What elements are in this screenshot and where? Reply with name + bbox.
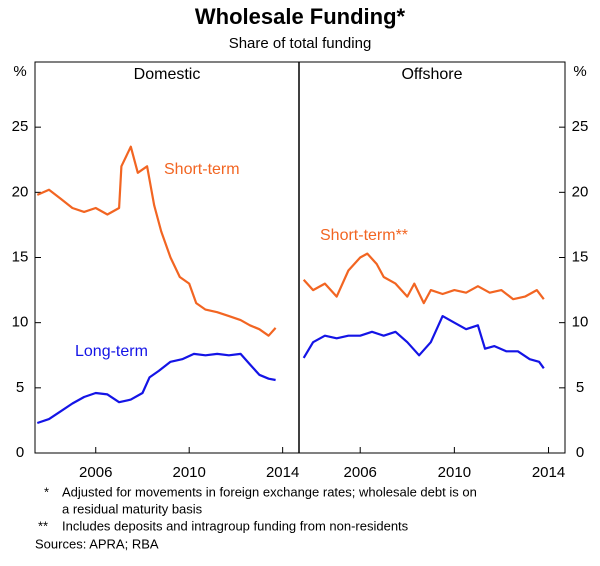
footnote-text: a residual maturity basis	[62, 501, 203, 516]
y-tick-label: 0	[576, 444, 584, 461]
y-tick-label: 20	[572, 183, 589, 200]
series-label: Long-term	[75, 343, 148, 360]
panel-title: Domestic	[134, 66, 201, 83]
series-label: Short-term**	[320, 227, 408, 244]
plot-frame	[34, 61, 566, 454]
chart-subtitle: Share of total funding	[229, 35, 372, 52]
series-line	[36, 352, 276, 425]
y-tick-label: 5	[16, 379, 24, 396]
y-tick-label: 20	[12, 183, 29, 200]
series-line	[302, 315, 545, 369]
footnote-mark: *	[44, 484, 49, 499]
sources: Sources: APRA; RBA	[35, 536, 159, 551]
y-tick-label: 25	[12, 118, 29, 135]
y-tick-label: 0	[16, 444, 24, 461]
y-axis-label: %	[13, 63, 26, 80]
panel-title: Offshore	[401, 66, 462, 83]
footnote-text: Adjusted for movements in foreign exchan…	[62, 484, 477, 499]
y-tick-label: 15	[12, 248, 29, 265]
footnote-mark: **	[38, 518, 48, 533]
y-tick-label: 25	[572, 118, 589, 135]
x-tick-label: 2006	[79, 464, 112, 481]
series-label: Short-term	[164, 161, 240, 178]
y-tick-label: 10	[12, 314, 29, 331]
x-tick-label: 2010	[438, 464, 471, 481]
footnote-text: Includes deposits and intragroup funding…	[62, 518, 409, 533]
chart-title: Wholesale Funding*	[195, 4, 406, 29]
y-tick-label: 15	[572, 248, 589, 265]
x-tick-label: 2014	[266, 464, 299, 481]
x-tick-label: 2010	[173, 464, 206, 481]
y-tick-label: 5	[576, 379, 584, 396]
y-tick-label: 10	[572, 314, 589, 331]
y-axis-label: %	[573, 63, 586, 80]
series-line	[36, 145, 277, 337]
x-tick-label: 2006	[344, 464, 377, 481]
series-line	[302, 252, 545, 305]
x-tick-label: 2014	[532, 464, 565, 481]
